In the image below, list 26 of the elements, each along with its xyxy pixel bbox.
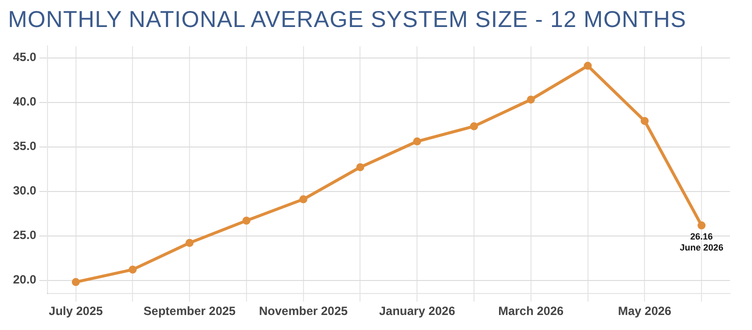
y-tick-label: 25.0 — [12, 228, 37, 242]
point — [72, 278, 80, 286]
point — [128, 266, 137, 274]
point — [413, 137, 422, 146]
chart-title: MONTHLY NATIONAL AVERAGE SYSTEM SIZE - 12 MONTHS — [8, 6, 688, 34]
y-tick-label: 40.0 — [12, 94, 37, 109]
point — [584, 62, 592, 70]
annotation: 26.16 June 2026 — [680, 231, 724, 252]
x-tick-label: September 2025 — [144, 304, 236, 318]
point — [470, 122, 478, 130]
point — [640, 116, 649, 125]
x-tick-label: July 2025 — [48, 304, 104, 318]
point — [356, 163, 364, 172]
point — [186, 238, 194, 247]
x-tick-label: January 2026 — [379, 304, 456, 318]
y-tick-label: 20.0 — [12, 272, 37, 287]
x-tick-label: November 2025 — [258, 304, 348, 318]
point — [242, 216, 250, 225]
point — [698, 221, 706, 230]
point — [299, 195, 308, 204]
y-tick-label: 45.0 — [12, 50, 37, 64]
x-tick-label: May 2026 — [618, 304, 672, 318]
y-tick-label: 35.0 — [12, 139, 37, 154]
y-tick-label: 30.0 — [12, 184, 37, 198]
x-tick-label: March 2026 — [498, 304, 564, 318]
point — [526, 96, 535, 104]
